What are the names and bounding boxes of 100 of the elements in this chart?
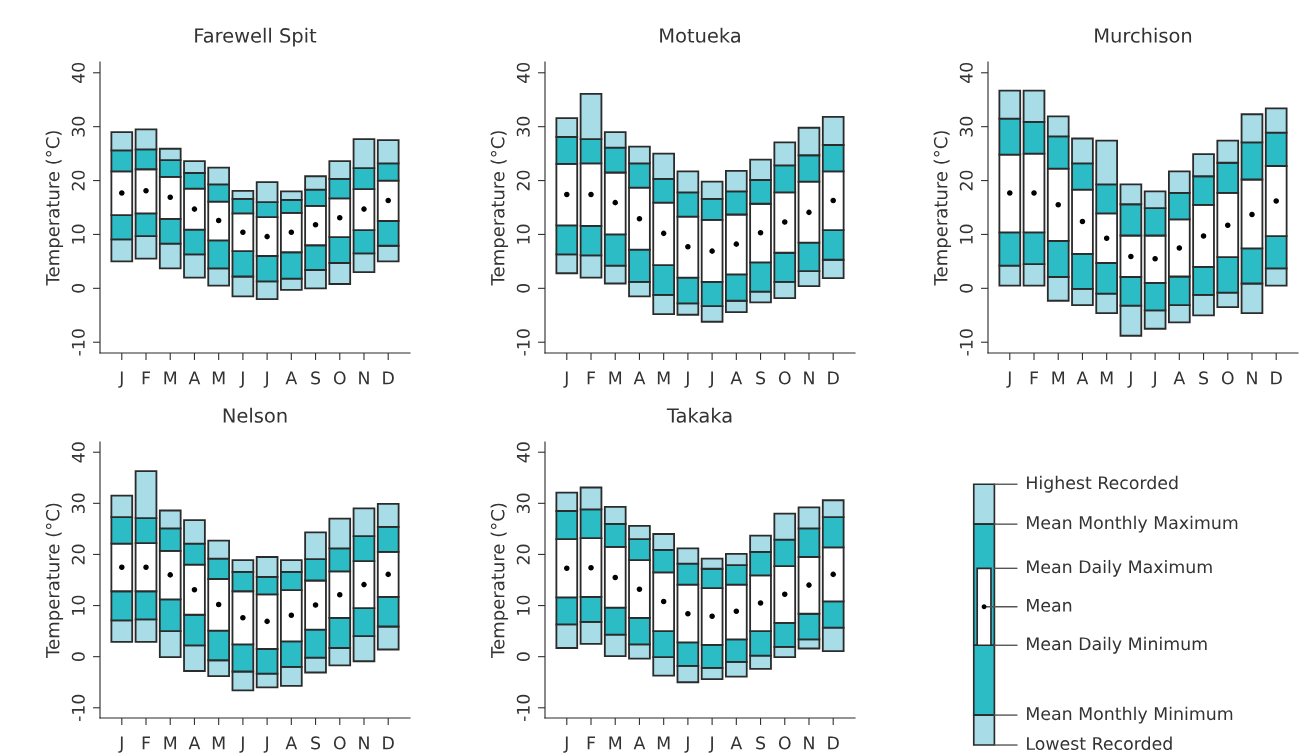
- point: [806, 209, 812, 216]
- y-tick-label: 20: [516, 544, 530, 565]
- x-tick-label: A: [633, 371, 646, 385]
- point: [709, 613, 715, 620]
- x-tick-label: D: [828, 736, 839, 750]
- y-tick-label: 10: [516, 224, 530, 244]
- x-tick-label: J: [1127, 371, 1132, 388]
- y-tick-label: -10: [71, 329, 85, 356]
- y-tick-label: 10: [71, 224, 85, 244]
- point: [588, 564, 594, 571]
- point: [685, 610, 691, 617]
- x-tick-label: M: [164, 736, 177, 750]
- x-tick-label: F: [587, 736, 595, 750]
- point: [385, 197, 391, 204]
- point: [1128, 253, 1134, 260]
- text: Highest Recorded: [1027, 475, 1178, 493]
- point: [564, 191, 570, 198]
- point: [1103, 235, 1110, 241]
- point: [660, 230, 667, 237]
- y-tick-label: 10: [71, 595, 85, 615]
- x-tick-label: F: [142, 736, 150, 750]
- y-tick-label: 20: [516, 170, 530, 191]
- y-tick-label: 20: [959, 170, 973, 191]
- x-tick-label: A: [188, 736, 201, 750]
- point: [612, 574, 619, 581]
- point: [1152, 255, 1158, 262]
- chart-title: Nelson: [223, 407, 287, 423]
- y-tick-label: 40: [516, 62, 530, 83]
- point: [215, 217, 222, 224]
- x-tick-label: A: [285, 736, 298, 750]
- x-tick-label: J: [118, 371, 123, 388]
- text: Mean Monthly Maximum: [1027, 515, 1238, 533]
- point: [757, 230, 764, 236]
- point: [733, 241, 740, 247]
- point: [361, 581, 367, 588]
- y-tick-label: 0: [71, 652, 85, 662]
- x-tick-label: J: [708, 371, 713, 388]
- y-tick-label: 0: [959, 283, 973, 293]
- y-tick-label: -10: [71, 694, 85, 722]
- point: [1055, 202, 1062, 208]
- point: [709, 248, 715, 254]
- y-tick-label: 30: [71, 116, 85, 137]
- point: [1224, 222, 1231, 229]
- point: [312, 602, 319, 608]
- y-axis-title: Temperature (°C): [933, 131, 952, 286]
- point: [167, 194, 174, 201]
- y-tick-label: 30: [516, 493, 530, 514]
- y-tick-label: 40: [959, 62, 973, 83]
- x-tick-label: M: [212, 736, 225, 750]
- x-tick-label: J: [684, 371, 689, 388]
- x-tick-label: O: [333, 736, 346, 750]
- point: [336, 592, 343, 598]
- x-tick-label: A: [285, 371, 298, 385]
- y-tick-label: 40: [71, 442, 85, 463]
- point: [1031, 190, 1037, 196]
- x-tick-label: J: [1006, 371, 1011, 388]
- x-tick-label: N: [359, 736, 369, 750]
- x-tick-label: O: [778, 736, 791, 750]
- x-tick-label: J: [1151, 371, 1156, 388]
- x-tick-label: M: [164, 371, 177, 385]
- text: Mean: [1027, 598, 1072, 612]
- x-tick-label: N: [1247, 371, 1257, 385]
- y-axis-title: Temperature (°C): [490, 131, 509, 286]
- point: [564, 565, 570, 572]
- point: [1273, 198, 1279, 204]
- x-tick-label: J: [684, 736, 689, 753]
- point: [167, 572, 174, 578]
- point: [143, 188, 149, 194]
- x-tick-label: S: [311, 371, 321, 385]
- point: [264, 233, 270, 240]
- y-tick-label: 40: [71, 62, 85, 83]
- y-tick-label: 0: [516, 652, 530, 662]
- x-tick-label: J: [563, 371, 568, 388]
- chart-title: Takaka: [666, 407, 732, 423]
- y-tick-label: -10: [516, 694, 530, 722]
- x-tick-label: A: [1173, 371, 1186, 385]
- x-tick-label: J: [263, 736, 268, 753]
- point: [830, 571, 836, 578]
- x-tick-label: M: [212, 371, 225, 385]
- x-tick-label: S: [311, 736, 321, 750]
- x-tick-label: D: [383, 371, 394, 385]
- x-tick-label: S: [756, 371, 766, 385]
- point: [288, 612, 295, 619]
- chart-title: Farewell Spit: [195, 27, 317, 47]
- x-tick-label: J: [239, 371, 244, 388]
- point: [781, 591, 788, 598]
- point: [361, 206, 367, 212]
- x-tick-label: N: [359, 371, 369, 385]
- point: [215, 601, 222, 608]
- text: Mean Monthly Minimum: [1027, 706, 1233, 724]
- x-tick-label: O: [778, 371, 791, 385]
- x-tick-label: A: [633, 736, 646, 750]
- point: [1079, 218, 1086, 225]
- x-tick-label: M: [1052, 371, 1065, 385]
- point: [1007, 190, 1013, 196]
- text: Lowest Recorded: [1027, 736, 1172, 751]
- x-tick-label: D: [828, 371, 839, 385]
- x-tick-label: J: [239, 736, 244, 753]
- point: [143, 564, 149, 571]
- point: [685, 244, 691, 250]
